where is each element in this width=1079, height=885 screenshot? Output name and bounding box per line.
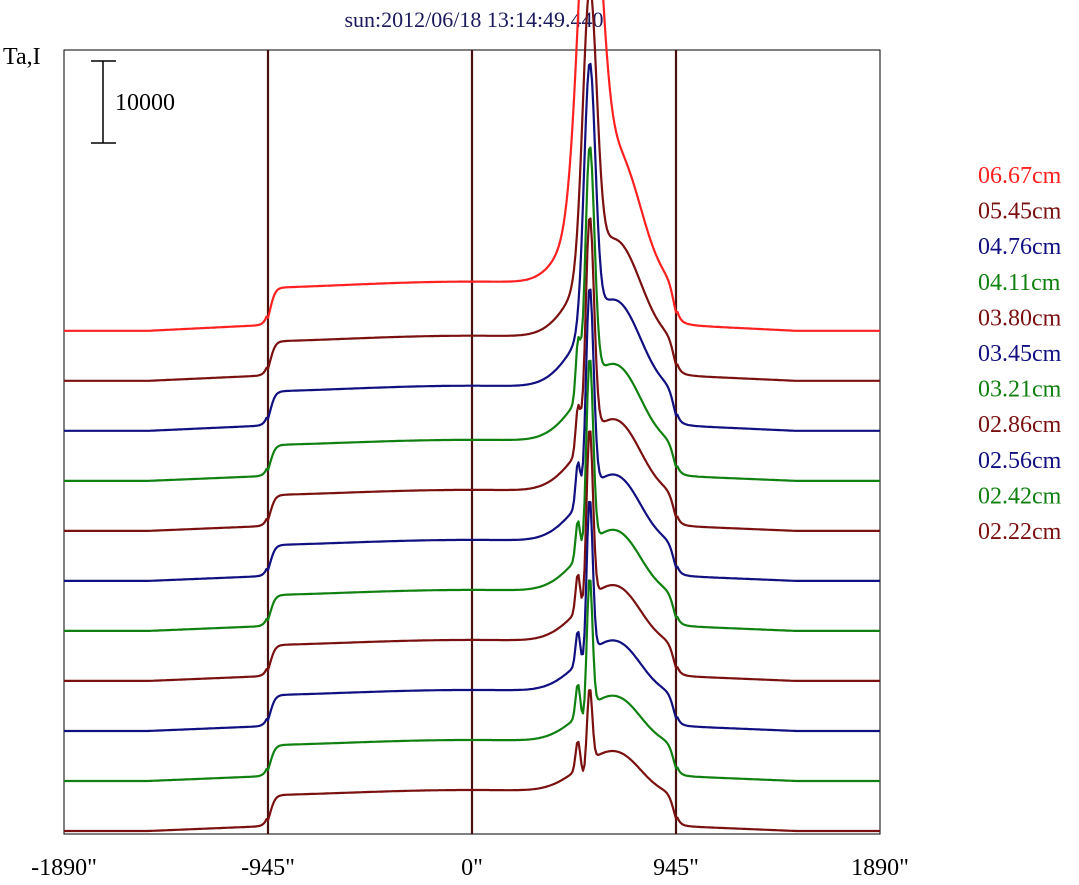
- legend-entry: 02.56cm: [978, 448, 1062, 474]
- legend-entry: 06.67cm: [978, 163, 1062, 189]
- scale-bar-label: 10000: [115, 90, 175, 116]
- series-line-02.56cm: [64, 500, 880, 733]
- series-line-02.42cm: [64, 579, 880, 783]
- legend-entry: 02.86cm: [978, 412, 1062, 438]
- x-tick-label: 1890": [851, 855, 909, 881]
- y-axis-label: Ta,I: [3, 44, 41, 70]
- legend-entry: 03.21cm: [978, 377, 1062, 403]
- x-tick-label: 0": [461, 855, 483, 881]
- scale-bar: 10000: [91, 60, 175, 144]
- legend-entry: 03.80cm: [978, 305, 1062, 331]
- legend-entry: 05.45cm: [978, 199, 1062, 225]
- legend-entry: 02.42cm: [978, 483, 1062, 509]
- x-tick-label: -945": [241, 855, 295, 881]
- series-line-03.45cm: [64, 288, 880, 582]
- x-axis-ticks: -1890" -945" 0" 945" 1890": [31, 855, 909, 881]
- series-line-06.67cm: [64, 0, 880, 332]
- x-tick-label: -1890": [31, 855, 97, 881]
- series-traces: [64, 0, 880, 833]
- x-tick-label: 945": [653, 855, 699, 881]
- legend-entry: 02.22cm: [978, 519, 1062, 545]
- series-line-05.45cm: [64, 0, 880, 382]
- legend-entry: 03.45cm: [978, 341, 1062, 367]
- series-line-02.22cm: [64, 689, 880, 833]
- series-line-04.11cm: [64, 146, 880, 482]
- series-line-03.21cm: [64, 359, 880, 632]
- vertical-markers: [266, 50, 678, 834]
- series-line-04.76cm: [64, 62, 880, 432]
- legend-entry: 04.76cm: [978, 234, 1062, 260]
- legend-entry: 04.11cm: [978, 270, 1061, 296]
- chart-title: sun:2012/06/18 13:14:49.440: [344, 7, 603, 32]
- series-line-02.86cm: [64, 430, 880, 682]
- legend: 06.67cm 05.45cm 04.76cm 04.11cm 03.80cm 03.45…: [978, 163, 1062, 545]
- series-line-03.80cm: [64, 217, 880, 532]
